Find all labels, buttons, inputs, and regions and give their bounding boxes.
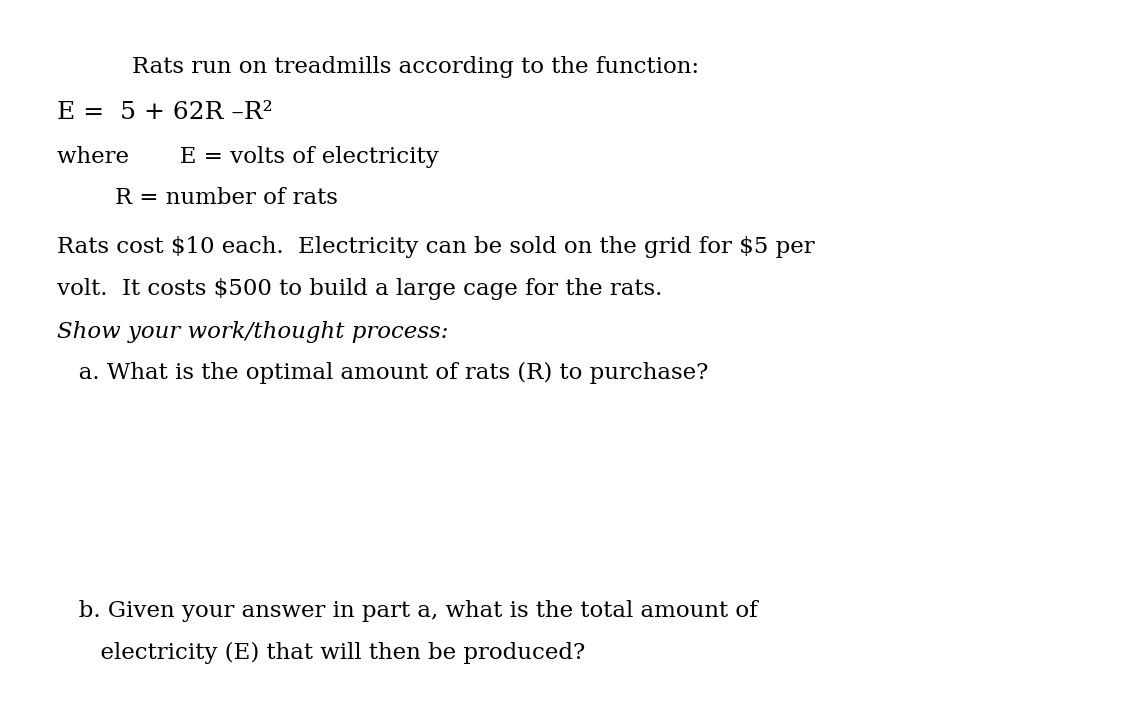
Text: Rats run on treadmills according to the function:: Rats run on treadmills according to the …	[132, 56, 698, 78]
Text: Show your work/thought process:: Show your work/thought process:	[57, 321, 449, 343]
Text: a. What is the optimal amount of rats (R) to purchase?: a. What is the optimal amount of rats (R…	[57, 361, 709, 384]
Text: volt.  It costs \$500 to build a large cage for the rats.: volt. It costs \$500 to build a large ca…	[57, 278, 663, 301]
Text: Rats cost \$10 each.  Electricity can be sold on the grid for \$5 per: Rats cost \$10 each. Electricity can be …	[57, 236, 815, 258]
Text: where       E = volts of electricity: where E = volts of electricity	[57, 145, 439, 168]
Text: R = number of rats: R = number of rats	[57, 186, 338, 209]
Text: E =  5 + 62R –R²: E = 5 + 62R –R²	[57, 102, 273, 124]
Text: b. Given your answer in part a, what is the total amount of: b. Given your answer in part a, what is …	[57, 599, 758, 622]
Text: electricity (E) that will then be produced?: electricity (E) that will then be produc…	[57, 642, 585, 664]
